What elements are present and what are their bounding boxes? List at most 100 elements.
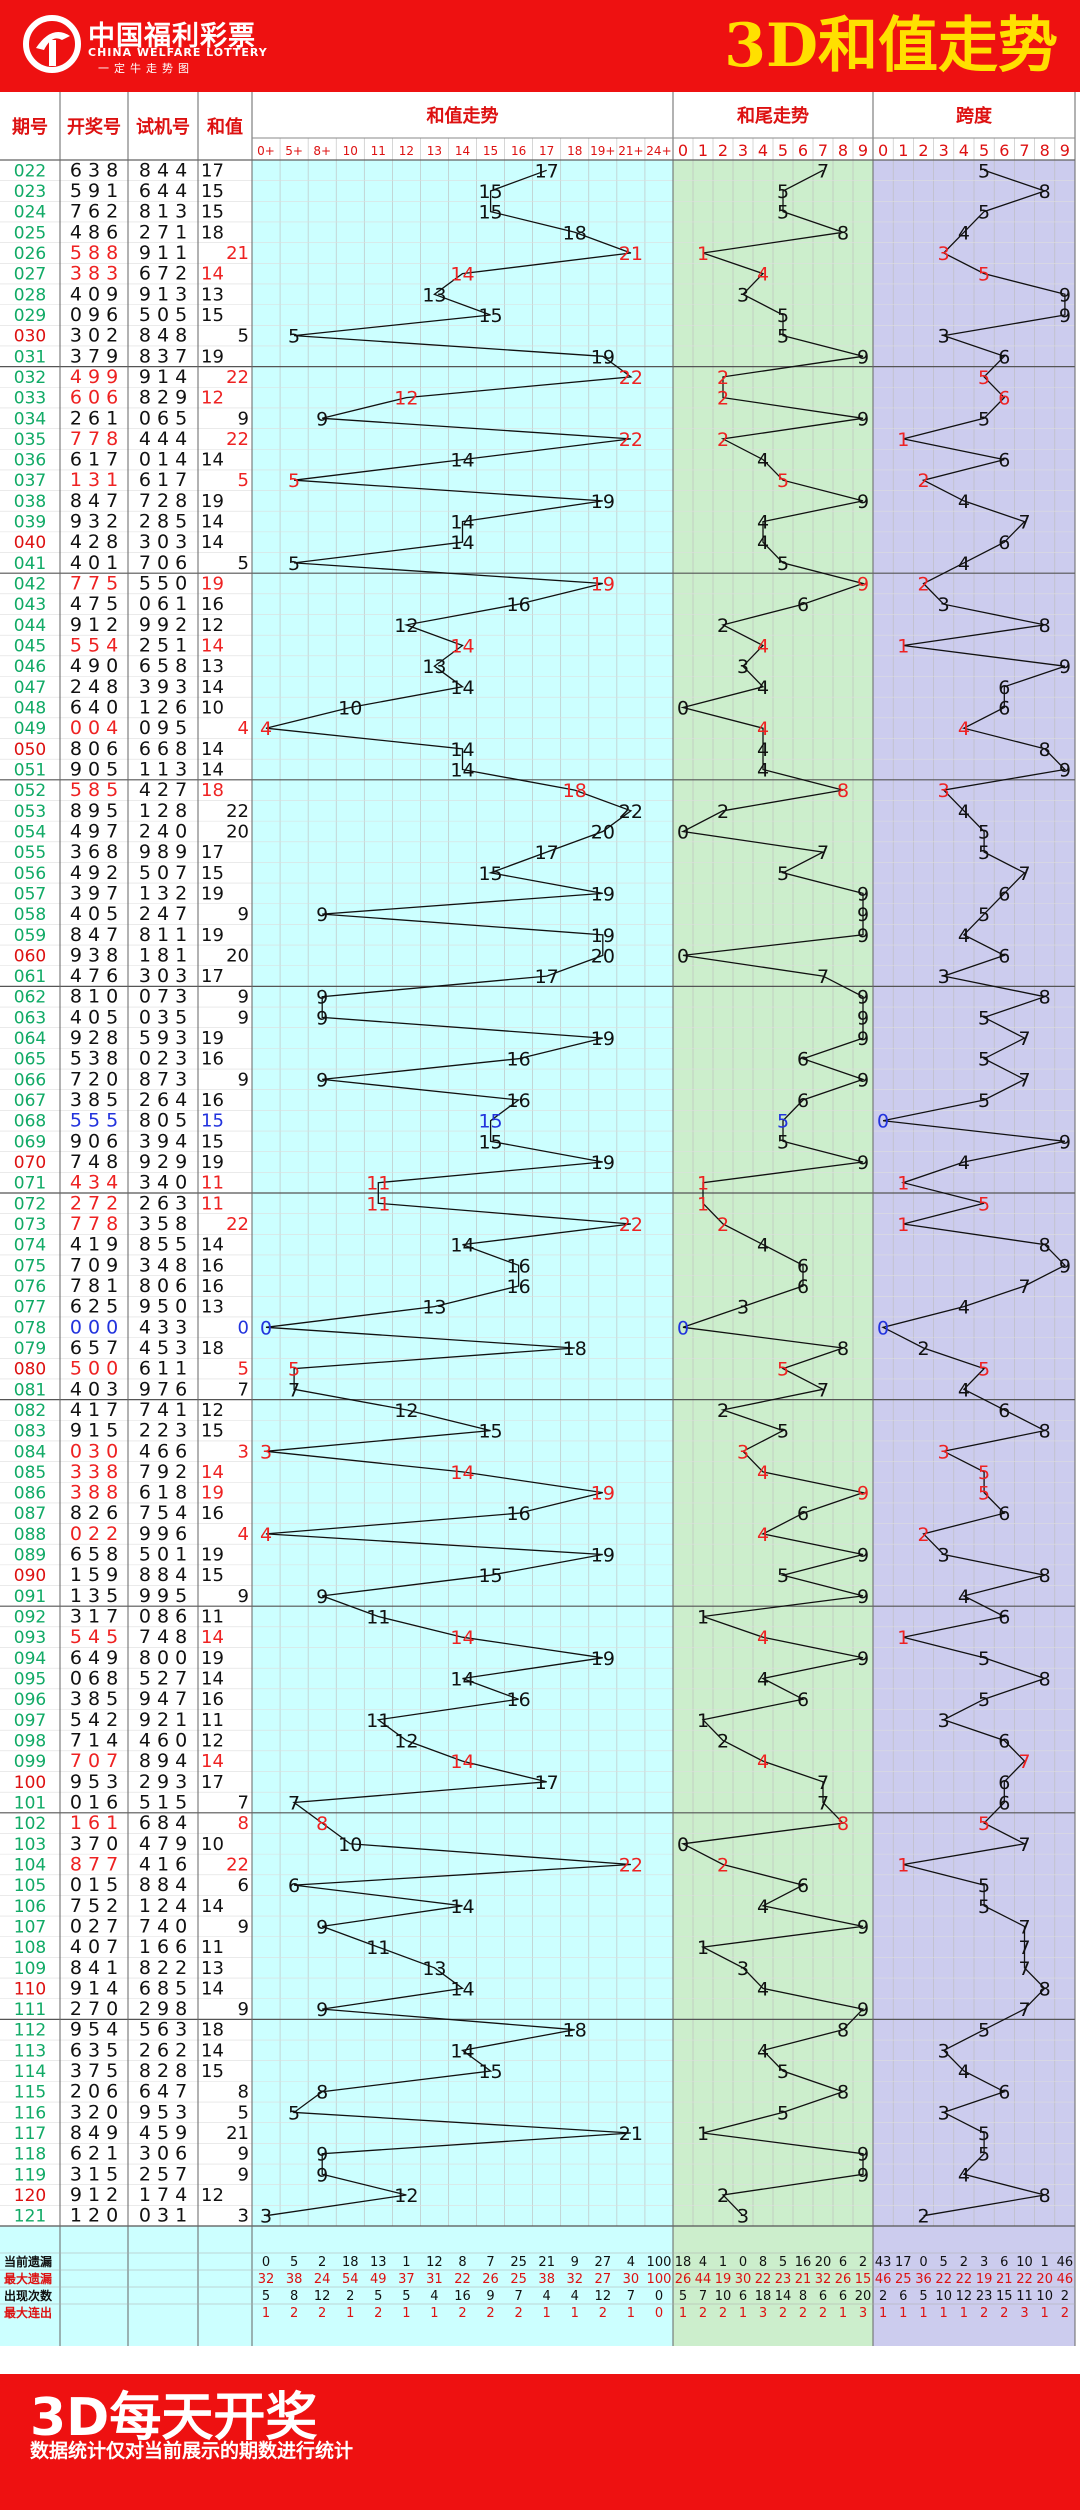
span-trend-point: 7 (1018, 1999, 1030, 2021)
period-cell: 075 (14, 1256, 46, 1276)
trial-number-cell: 6 8 5 (139, 1977, 187, 1999)
trial-number-cell: 3 5 8 (139, 1213, 187, 1235)
sum-trend-point: 15 (478, 1421, 502, 1443)
span-trend-point: 5 (978, 367, 990, 389)
span-trend-point: 6 (998, 346, 1010, 368)
tail-stat-value: 6 (819, 2289, 827, 2304)
sum-stat-value: 2 (486, 2306, 494, 2321)
tail-trend-point: 2 (717, 2185, 729, 2207)
sum-stat-value: 1 (627, 2306, 635, 2321)
sum-stat-value: 30 (623, 2272, 640, 2287)
span-stat-value: 46 (1057, 2255, 1074, 2270)
period-cell: 091 (14, 1587, 46, 1607)
sum-value-cell: 14 (201, 1896, 224, 1917)
period-cell: 063 (14, 1008, 46, 1028)
sum-value-cell: 20 (226, 821, 249, 842)
sum-value-cell: 11 (201, 1193, 224, 1214)
period-cell: 056 (14, 864, 46, 884)
sum-value-cell: 20 (226, 945, 249, 966)
tail-trend-point: 4 (757, 739, 769, 761)
draw-number-cell: 9 5 3 (70, 1771, 118, 1793)
trial-number-cell: 3 4 8 (139, 1254, 187, 1276)
draw-number-cell: 3 7 9 (70, 345, 118, 367)
tail-stat-value: 14 (775, 2289, 792, 2304)
sum-value-cell: 18 (201, 222, 224, 243)
trial-number-cell: 9 7 6 (139, 1378, 187, 1400)
sum-stat-value: 26 (482, 2272, 499, 2287)
sum-tick-label: 8+ (313, 144, 331, 158)
sum-trend-point: 14 (450, 512, 474, 534)
draw-number-cell: 4 1 9 (70, 1234, 118, 1256)
draw-number-cell: 7 5 2 (70, 1895, 118, 1917)
sum-trend-point: 5 (288, 470, 300, 492)
tail-stat-value: 21 (795, 2272, 812, 2287)
span-trend-point: 3 (938, 243, 950, 265)
span-trend-point: 9 (1059, 1255, 1071, 1277)
period-cell: 072 (14, 1194, 46, 1214)
tail-stat-value: 6 (739, 2289, 747, 2304)
sum-value-cell: 9 (238, 1069, 249, 1090)
sum-value-cell: 19 (201, 491, 224, 512)
sum-trend-point: 17 (535, 842, 559, 864)
trial-number-cell: 1 2 6 (139, 696, 187, 718)
period-cell: 071 (14, 1174, 46, 1194)
span-trend-point: 1 (897, 1214, 909, 1236)
tail-tick-label: 0 (678, 141, 688, 160)
tail-stat-value: 1 (739, 2306, 747, 2321)
span-trend-point: 1 (897, 1173, 909, 1195)
span-stat-value: 1 (960, 2306, 968, 2321)
period-cell: 054 (14, 822, 46, 842)
span-trend-point: 6 (998, 1730, 1010, 1752)
sum-stat-value: 7 (627, 2289, 635, 2304)
trial-number-cell: 8 5 5 (139, 1234, 187, 1256)
period-cell: 047 (14, 678, 46, 698)
draw-number-cell: 0 6 8 (70, 1668, 118, 1690)
span-trend-point: 6 (998, 1400, 1010, 1422)
span-trend-point: 5 (978, 202, 990, 224)
span-trend-point: 7 (1018, 1937, 1030, 1959)
sum-value-cell: 3 (238, 1441, 249, 1462)
draw-number-cell: 8 0 6 (70, 738, 118, 760)
sum-trend-point: 6 (288, 1875, 300, 1897)
tail-stat-value: 1 (839, 2306, 847, 2321)
sum-value-cell: 15 (201, 1565, 224, 1586)
sum-stat-value: 7 (514, 2289, 522, 2304)
sum-trend-point: 20 (591, 821, 615, 843)
period-cell: 068 (14, 1112, 46, 1132)
span-trend-point: 6 (998, 677, 1010, 699)
tail-trend-point: 4 (757, 759, 769, 781)
header-span: 跨度 (956, 105, 993, 127)
tail-stat-value: 20 (855, 2289, 872, 2304)
sum-trend-point: 19 (591, 883, 615, 905)
tail-trend-point: 6 (797, 1689, 809, 1711)
sum-value-cell: 22 (226, 367, 249, 388)
sum-stat-value: 1 (543, 2306, 551, 2321)
span-stat-value: 0 (919, 2255, 927, 2270)
trial-number-cell: 9 2 9 (139, 1151, 187, 1173)
stats-label: 最大遗漏 (4, 2271, 52, 2286)
span-trend-point: 4 (958, 2061, 970, 2083)
sum-trend-point: 16 (507, 1503, 531, 1525)
sum-trend-point: 9 (316, 1069, 328, 1091)
period-cell: 059 (14, 926, 46, 946)
sum-trend-point: 22 (619, 429, 643, 451)
trial-number-cell: 0 1 4 (139, 449, 187, 471)
span-stat-value: 3 (1020, 2306, 1028, 2321)
sum-trend-point: 14 (450, 1462, 474, 1484)
span-trend-point: 8 (1039, 615, 1051, 637)
span-trend-point: 7 (1018, 1958, 1030, 1980)
period-cell: 069 (14, 1132, 46, 1152)
trial-number-cell: 0 2 3 (139, 1048, 187, 1070)
tail-stat-value: 32 (815, 2272, 832, 2287)
tail-trend-point: 9 (857, 1648, 869, 1670)
tail-tick-label: 3 (738, 141, 748, 160)
sum-trend-point: 16 (507, 1255, 531, 1277)
draw-number-cell: 2 6 1 (70, 407, 118, 429)
sum-value-cell: 12 (201, 388, 224, 409)
period-cell: 100 (14, 1773, 46, 1793)
draw-number-cell: 6 0 6 (70, 387, 118, 409)
trial-number-cell: 4 2 7 (139, 779, 187, 801)
sum-tick-label: 10 (343, 144, 358, 158)
draw-number-cell: 4 7 5 (70, 593, 118, 615)
period-cell: 057 (14, 884, 46, 904)
